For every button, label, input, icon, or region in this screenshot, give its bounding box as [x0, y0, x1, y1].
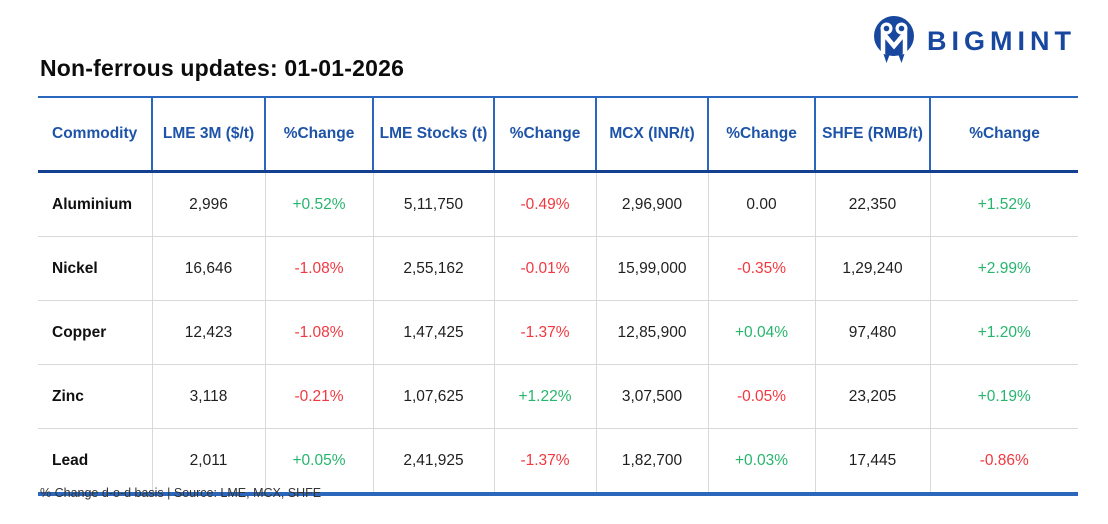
change-value: -0.49% [520, 195, 570, 213]
cell-lme-3m: 16,646 [152, 236, 266, 301]
change-value: 0.00 [746, 195, 777, 213]
cell-lme-stocks: 2,41,925 [373, 428, 495, 494]
change-value: +0.19% [977, 387, 1031, 405]
change-value: +1.22% [518, 387, 572, 405]
cell-lme-3m: 12,423 [152, 300, 266, 365]
col-header-commodity: Commodity [38, 97, 153, 173]
cell-lme-stocks-change: -0.01% [494, 236, 597, 301]
col-header-mcx: MCX (INR/t) [596, 97, 709, 173]
cell-mcx: 3,07,500 [596, 364, 709, 429]
change-value: +2.99% [977, 259, 1031, 277]
cell-mcx: 12,85,900 [596, 300, 709, 365]
cell-shfe-change: +2.99% [930, 236, 1078, 301]
cell-lme-stocks: 2,55,162 [373, 236, 495, 301]
table-row-zinc: Zinc 3,118 -0.21% 1,07,625 +1.22% 3,07,5… [38, 364, 1078, 429]
page-title: Non-ferrous updates: 01-01-2026 [40, 55, 405, 81]
change-value: -1.08% [294, 259, 344, 277]
cell-lme-3m-change: -0.21% [265, 364, 374, 429]
cell-lme-3m: 2,011 [152, 428, 266, 494]
cell-mcx-change: +0.04% [708, 300, 816, 365]
cell-mcx-change: 0.00 [708, 171, 816, 237]
change-value: +0.04% [734, 323, 788, 341]
table-row-nickel: Nickel 16,646 -1.08% 2,55,162 -0.01% 15,… [38, 236, 1078, 301]
cell-shfe: 22,350 [815, 171, 931, 237]
brand-name: BIGMINT [927, 26, 1076, 56]
cell-lme-3m: 3,118 [152, 364, 266, 429]
cell-lme-stocks: 1,47,425 [373, 300, 495, 365]
change-value: -1.37% [520, 323, 570, 341]
cell-shfe: 1,29,240 [815, 236, 931, 301]
cell-shfe: 23,205 [815, 364, 931, 429]
cell-lme-3m: 2,996 [152, 171, 266, 237]
col-header-shfe-change: %Change [930, 97, 1078, 173]
change-value: -0.35% [736, 259, 787, 277]
cell-commodity: Aluminium [38, 171, 153, 237]
change-value: -1.08% [294, 323, 344, 341]
cell-lme-3m-change: -1.08% [265, 236, 374, 301]
col-header-lme-3m-change: %Change [265, 97, 374, 173]
change-value: +0.52% [292, 195, 346, 213]
cell-lme-3m-change: +0.52% [265, 171, 374, 237]
cell-mcx: 15,99,000 [596, 236, 709, 301]
change-value: +1.52% [977, 195, 1031, 213]
cell-shfe-change: -0.86% [930, 429, 1078, 495]
cell-lme-stocks: 1,07,625 [373, 364, 495, 429]
cell-mcx-change: -0.35% [708, 236, 816, 301]
table-row-lead: Lead 2,011 +0.05% 2,41,925 -1.37% 1,82,7… [38, 428, 1078, 495]
cell-commodity: Copper [38, 300, 153, 365]
table-header-row: Commodity LME 3M ($/t) %Change LME Stock… [38, 97, 1078, 173]
table-row-copper: Copper 12,423 -1.08% 1,47,425 -1.37% 12,… [38, 300, 1078, 365]
cell-lme-3m-change: +0.05% [265, 428, 374, 494]
cell-lme-stocks-change: -0.49% [494, 171, 597, 237]
change-value: +1.20% [977, 323, 1031, 341]
cell-lme-stocks-change: +1.22% [494, 364, 597, 429]
change-value: -0.21% [294, 387, 344, 405]
cell-shfe-change: +1.52% [930, 171, 1078, 237]
table-row-aluminium: Aluminium 2,996 +0.52% 5,11,750 -0.49% 2… [38, 171, 1078, 237]
col-header-lme-stocks-change: %Change [494, 97, 597, 173]
cell-mcx-change: -0.05% [708, 364, 816, 429]
cell-lme-stocks: 5,11,750 [373, 171, 495, 237]
brand-logo: BIGMINT [871, 14, 1076, 69]
cell-commodity: Nickel [38, 236, 153, 301]
cell-mcx: 1,82,700 [596, 428, 709, 494]
cell-mcx-change: +0.03% [708, 428, 816, 494]
cell-lme-stocks-change: -1.37% [494, 428, 597, 494]
cell-shfe-change: +0.19% [930, 364, 1078, 429]
cell-lme-3m-change: -1.08% [265, 300, 374, 365]
cell-mcx: 2,96,900 [596, 171, 709, 237]
col-header-shfe: SHFE (RMB/t) [815, 97, 931, 173]
change-value: -0.01% [520, 259, 570, 277]
cell-lme-stocks-change: -1.37% [494, 300, 597, 365]
change-value: -0.05% [736, 387, 787, 405]
col-header-mcx-change: %Change [708, 97, 816, 173]
cell-shfe: 97,480 [815, 300, 931, 365]
commodity-table: Commodity LME 3M ($/t) %Change LME Stock… [38, 96, 1078, 496]
cell-commodity: Lead [38, 428, 153, 494]
change-value: +0.05% [292, 451, 346, 469]
change-value: +0.03% [734, 451, 788, 469]
col-header-lme-stocks: LME Stocks (t) [373, 97, 495, 173]
change-value: -1.37% [520, 451, 570, 469]
footer-note: % Change d-o-d basis | Source: LME, MCX,… [40, 486, 322, 500]
cell-shfe: 17,445 [815, 428, 931, 494]
col-header-lme-3m: LME 3M ($/t) [152, 97, 266, 173]
cell-shfe-change: +1.20% [930, 300, 1078, 365]
bigmint-logo-icon [871, 14, 917, 69]
change-value: -0.86% [979, 451, 1029, 469]
cell-commodity: Zinc [38, 364, 153, 429]
